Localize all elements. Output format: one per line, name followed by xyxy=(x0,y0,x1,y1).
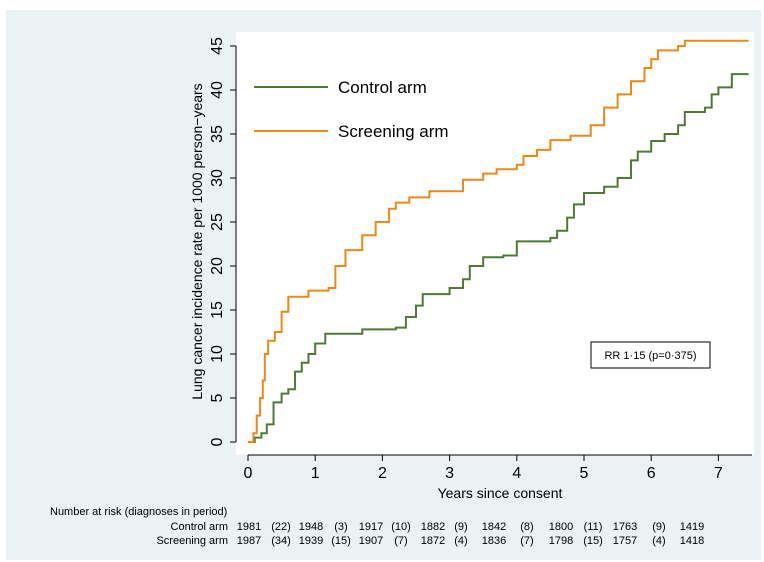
risk-cell: 1939 xyxy=(299,535,323,547)
x-tick-label: 0 xyxy=(244,465,253,482)
risk-cell: 1882 xyxy=(421,521,445,533)
annotation-box xyxy=(590,341,711,369)
risk-cell: 1418 xyxy=(680,535,704,547)
series-line-screening xyxy=(248,39,749,443)
risk-cell: (11) xyxy=(584,521,603,533)
x-tick-label: 1 xyxy=(311,465,320,482)
y-tick-label: 25 xyxy=(209,213,226,231)
risk-cell: 1757 xyxy=(613,535,637,547)
risk-cell: 1798 xyxy=(549,535,573,547)
y-tick-label: 35 xyxy=(209,125,226,143)
risk-cell: (7) xyxy=(394,535,407,547)
risk-table-header: Number at risk (diagnoses in period) xyxy=(50,506,227,518)
risk-cell: 1987 xyxy=(237,535,261,547)
annotation-text: RR 1·15 (p=0·375) xyxy=(604,350,696,362)
x-tick-label: 5 xyxy=(580,465,589,482)
y-tick-label: 0 xyxy=(209,437,226,446)
risk-cell: (34) xyxy=(271,535,291,547)
risk-cell: (8) xyxy=(520,521,533,533)
y-axis-title: Lung cancer incidence rate per 1000 pers… xyxy=(189,83,205,399)
risk-cell: (9) xyxy=(652,521,665,533)
x-tick-label: 6 xyxy=(647,465,656,482)
risk-cell: 1800 xyxy=(549,521,573,533)
risk-cell: (4) xyxy=(652,535,665,547)
x-tick-label: 4 xyxy=(512,465,521,482)
risk-cell: (3) xyxy=(334,521,347,533)
risk-row-label: Control arm xyxy=(171,521,228,533)
risk-cell: (15) xyxy=(331,535,351,547)
series-line-control xyxy=(248,73,749,443)
risk-cell: 1419 xyxy=(680,521,704,533)
y-tick-label: 30 xyxy=(209,169,226,187)
risk-cell: 1872 xyxy=(421,535,445,547)
y-tick-label: 45 xyxy=(209,37,226,55)
risk-cell: (7) xyxy=(520,535,533,547)
legend-label: Screening arm xyxy=(338,122,449,141)
risk-cell: 1763 xyxy=(613,521,637,533)
y-tick-label: 15 xyxy=(209,301,226,319)
risk-cell: 1917 xyxy=(359,521,383,533)
risk-cell: (4) xyxy=(454,535,467,547)
risk-cell: 1981 xyxy=(237,521,261,533)
risk-cell: 1948 xyxy=(299,521,323,533)
risk-cell: 1907 xyxy=(359,535,383,547)
chart-frame: 0 5 10 15 20 25 30 35 40 45 0 1 2 3 4 5 6 7 Years since co… xyxy=(6,10,761,560)
risk-cell: (15) xyxy=(583,535,603,547)
plot-area xyxy=(236,32,754,455)
legend-label: Control arm xyxy=(338,78,427,97)
x-tick-label: 3 xyxy=(445,465,454,482)
x-axis-title: Years since consent xyxy=(438,485,563,501)
risk-cell: 1842 xyxy=(482,521,506,533)
y-tick-label: 40 xyxy=(209,81,226,99)
risk-cell: (10) xyxy=(391,521,411,533)
risk-cell: (22) xyxy=(271,521,291,533)
risk-cell: 1836 xyxy=(482,535,506,547)
y-tick-label: 10 xyxy=(209,345,226,363)
y-tick-label: 20 xyxy=(209,257,226,275)
x-tick-label: 7 xyxy=(714,465,723,482)
risk-cell: (9) xyxy=(454,521,467,533)
x-tick-label: 2 xyxy=(378,465,387,482)
y-tick-label: 5 xyxy=(209,393,226,402)
risk-row-label: Screening arm xyxy=(156,535,228,547)
